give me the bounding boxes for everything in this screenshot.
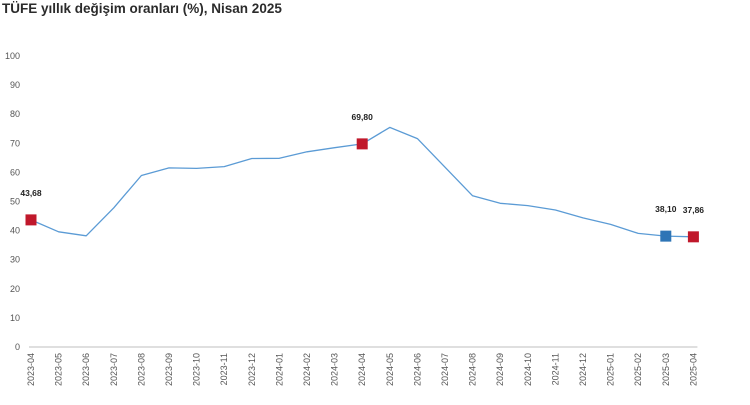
data-marker xyxy=(356,138,368,150)
x-tick-label: 2023-04 xyxy=(26,353,36,386)
data-marker xyxy=(25,214,37,226)
y-tick-label: 10 xyxy=(10,313,20,323)
y-tick-label: 40 xyxy=(10,226,20,236)
x-tick-label: 2024-04 xyxy=(357,353,367,386)
x-tick-label: 2023-05 xyxy=(54,353,64,386)
x-tick-label: 2023-12 xyxy=(247,353,257,386)
data-marker xyxy=(660,230,672,242)
x-tick-label: 2024-03 xyxy=(330,353,340,386)
x-tick-label: 2024-12 xyxy=(578,353,588,386)
x-tick-label: 2024-09 xyxy=(495,353,505,386)
x-tick-label: 2023-09 xyxy=(164,353,174,386)
y-tick-label: 0 xyxy=(15,342,20,352)
x-tick-label: 2023-10 xyxy=(192,353,202,386)
x-tick-label: 2025-02 xyxy=(633,353,643,386)
x-tick-label: 2024-01 xyxy=(274,353,284,386)
y-tick-label: 70 xyxy=(10,138,20,148)
x-tick-label: 2023-11 xyxy=(219,353,229,385)
y-tick-label: 90 xyxy=(10,80,20,90)
x-tick-label: 2024-08 xyxy=(468,353,478,386)
data-label: 69,80 xyxy=(352,112,374,122)
data-label: 37,86 xyxy=(683,205,705,215)
x-tick-label: 2025-01 xyxy=(606,353,616,386)
x-tick-label: 2023-07 xyxy=(109,353,119,386)
x-tick-label: 2024-02 xyxy=(302,353,312,386)
y-tick-label: 80 xyxy=(10,109,20,119)
data-label: 43,68 xyxy=(20,188,42,198)
data-label: 38,10 xyxy=(655,204,677,214)
x-tick-label: 2025-04 xyxy=(688,353,698,386)
y-tick-label: 100 xyxy=(5,51,20,61)
y-tick-label: 30 xyxy=(10,255,20,265)
x-tick-label: 2023-06 xyxy=(81,353,91,386)
y-tick-label: 50 xyxy=(10,197,20,207)
y-tick-label: 60 xyxy=(10,167,20,177)
x-tick-label: 2024-11 xyxy=(550,353,560,385)
data-marker xyxy=(687,231,699,243)
x-tick-label: 2024-07 xyxy=(440,353,450,386)
x-tick-label: 2024-06 xyxy=(412,353,422,386)
x-tick-label: 2025-03 xyxy=(661,353,671,386)
y-tick-label: 20 xyxy=(10,284,20,294)
chart-title: TÜFE yıllık değişim oranları (%), Nisan … xyxy=(2,1,282,16)
x-tick-label: 2024-10 xyxy=(523,353,533,386)
x-tick-label: 2024-05 xyxy=(385,353,395,386)
x-tick-label: 2023-08 xyxy=(136,353,146,386)
